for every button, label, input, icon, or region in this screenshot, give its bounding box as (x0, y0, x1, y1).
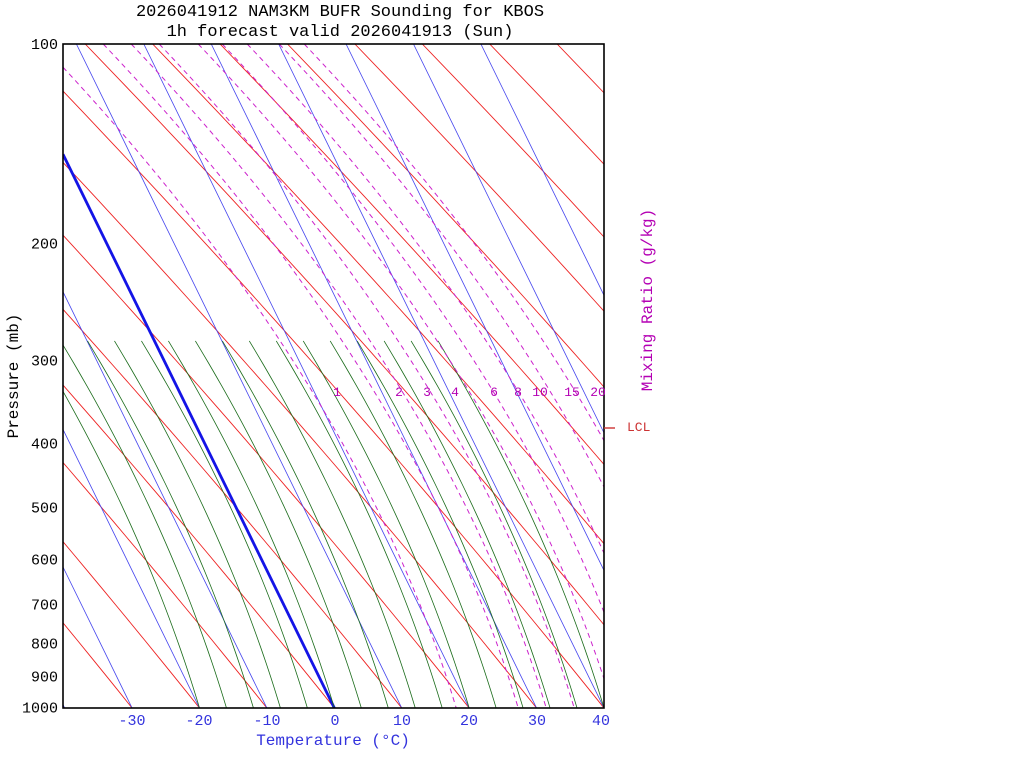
svg-text:3: 3 (423, 385, 431, 400)
svg-text:-10: -10 (253, 713, 280, 730)
svg-text:1000: 1000 (22, 701, 58, 718)
svg-text:1: 1 (333, 385, 341, 400)
svg-text:700: 700 (31, 598, 58, 615)
svg-text:500: 500 (31, 501, 58, 518)
svg-text:20: 20 (460, 713, 478, 730)
svg-text:100: 100 (31, 37, 58, 54)
svg-text:10: 10 (532, 385, 548, 400)
svg-text:10: 10 (393, 713, 411, 730)
svg-text:2026041912 NAM3KM BUFR Soundin: 2026041912 NAM3KM BUFR Sounding for KBOS (136, 3, 544, 22)
svg-text:15: 15 (564, 385, 580, 400)
svg-text:6: 6 (490, 385, 498, 400)
svg-text:8: 8 (514, 385, 522, 400)
svg-text:-20: -20 (185, 713, 212, 730)
svg-text:20: 20 (590, 385, 606, 400)
svg-text:400: 400 (31, 437, 58, 454)
svg-text:40: 40 (592, 713, 610, 730)
svg-text:-30: -30 (118, 713, 145, 730)
svg-text:900: 900 (31, 670, 58, 687)
svg-text:2: 2 (395, 385, 403, 400)
svg-text:LCL: LCL (627, 420, 650, 435)
svg-text:600: 600 (31, 553, 58, 570)
svg-text:Mixing Ratio (g/kg): Mixing Ratio (g/kg) (639, 209, 657, 391)
svg-text:4: 4 (451, 385, 459, 400)
svg-text:Pressure (mb): Pressure (mb) (5, 314, 23, 439)
svg-text:Temperature (°C): Temperature (°C) (256, 732, 410, 750)
svg-text:1h forecast valid 2026041913 (: 1h forecast valid 2026041913 (Sun) (167, 23, 514, 42)
svg-text:30: 30 (528, 713, 546, 730)
svg-text:800: 800 (31, 637, 58, 654)
svg-text:300: 300 (31, 354, 58, 371)
svg-text:200: 200 (31, 237, 58, 254)
svg-text:0: 0 (330, 713, 339, 730)
